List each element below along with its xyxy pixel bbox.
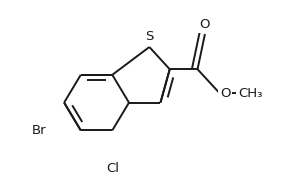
Text: Cl: Cl: [106, 162, 119, 175]
Text: CH₃: CH₃: [238, 87, 263, 100]
Text: S: S: [145, 30, 153, 43]
Text: Br: Br: [32, 124, 46, 137]
Text: O: O: [200, 18, 210, 31]
Text: O: O: [220, 87, 231, 100]
